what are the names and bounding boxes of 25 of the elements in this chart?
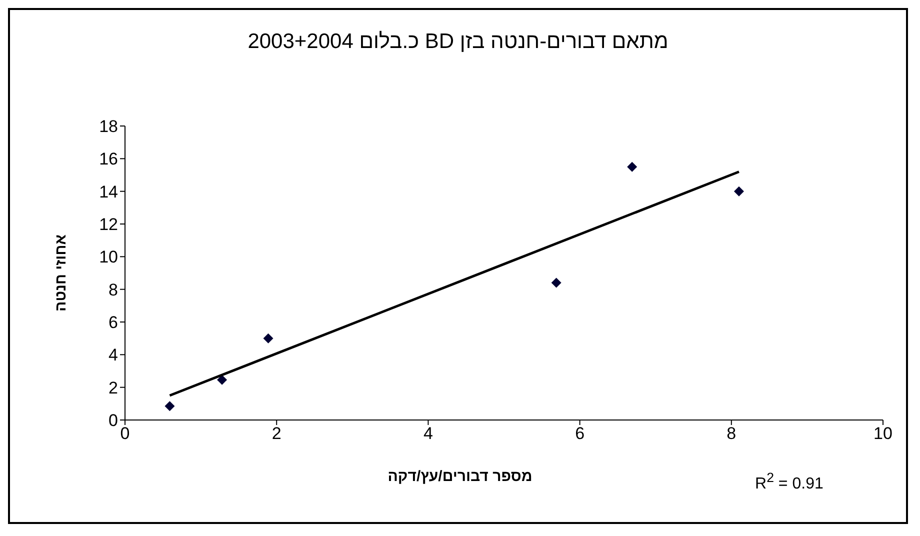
y-tick-label: 6 — [108, 313, 118, 332]
x-tick-label: 4 — [423, 424, 433, 444]
point — [627, 162, 638, 172]
point — [551, 278, 562, 288]
y-tick-label: 16 — [99, 150, 118, 169]
x-tick-label: 8 — [726, 424, 736, 444]
y-tick-label: 14 — [99, 182, 118, 202]
point — [217, 374, 228, 385]
x-axis-title: מספר דבורים/עץ/דקה — [386, 468, 534, 485]
point — [263, 333, 274, 344]
point — [164, 401, 175, 412]
text: R$^{2}$ = 0.91 — [755, 470, 824, 494]
y-tick-label: 12 — [99, 215, 118, 234]
y-tick-label: 18 — [99, 117, 118, 136]
y-axis-title: אחוזי חנטה — [52, 234, 70, 312]
x-tick-label: 2 — [272, 424, 282, 444]
x-tick-label: 6 — [575, 424, 585, 444]
chart-title: מתאם דבורים-חנטה בזן BD כ.בלום 2003+2004 — [246, 30, 670, 54]
y-tick-label: 4 — [108, 346, 118, 365]
point — [734, 186, 744, 196]
y-tick-label: 8 — [108, 280, 118, 300]
y-tick-label: 2 — [108, 378, 118, 398]
y-tick-label: 0 — [108, 411, 118, 430]
y-tick-label: 10 — [99, 248, 118, 267]
x-tick-label: 10 — [874, 424, 892, 444]
